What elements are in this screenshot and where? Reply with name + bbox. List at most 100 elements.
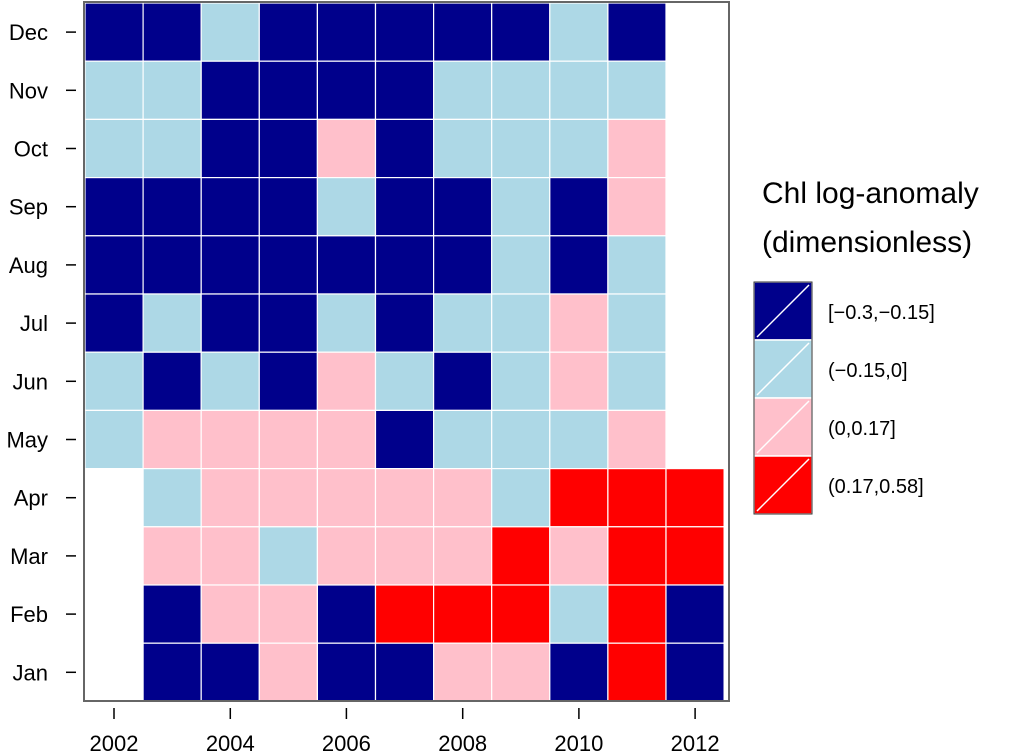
heatmap-cell-oct-2011 — [607, 118, 667, 179]
y-tick-label-oct: Oct — [14, 137, 48, 162]
legend-title-line2: (dimensionless) — [762, 226, 972, 259]
heatmap-cell-feb-2010 — [549, 584, 609, 644]
heatmap-cell-jul-2007 — [374, 293, 435, 353]
heatmap-cell-nov-2002 — [84, 60, 144, 121]
legend-title-line1: Chl log-anomaly — [762, 177, 979, 210]
heatmap-cell-feb-2007 — [374, 584, 435, 644]
heatmap-cell-aug-2002 — [84, 235, 144, 295]
heatmap-cell-may-2004 — [200, 409, 260, 470]
legend-items: [−0.3,−0.15] (−0.15,0] (0,0.17] (0.17,0.58] — [753, 281, 935, 515]
heatmap-cell-dec-2008 — [433, 2, 493, 62]
heatmap-cell-sep-2004 — [200, 177, 260, 237]
heatmap-cell-apr-2006 — [316, 468, 377, 528]
heatmap-cell-oct-2009 — [491, 118, 551, 179]
legend: Chl log-anomaly (dimensionless) [−0.3,−0… — [753, 177, 979, 515]
heatmap-cell-sep-2003 — [142, 177, 202, 237]
heatmap-cell-mar-2005 — [258, 526, 318, 586]
heatmap-cell-nov-2003 — [142, 60, 202, 121]
heatmap-cell-sep-2007 — [374, 177, 435, 237]
heatmap-cell-oct-2004 — [200, 118, 260, 179]
heatmap-cell-jul-2011 — [607, 293, 667, 353]
heatmap-cell-sep-2008 — [433, 177, 493, 237]
heatmap-cell-sep-2009 — [491, 177, 551, 237]
heatmap-cell-may-2010 — [549, 409, 609, 470]
heatmap-cell-apr-2003 — [142, 468, 202, 528]
heatmap-cell-nov-2011 — [607, 60, 667, 121]
heatmap-cell-feb-2009 — [491, 584, 551, 644]
heatmap-cell-mar-2004 — [200, 526, 260, 586]
legend-swatch-diagonal-3 — [756, 400, 810, 454]
plot-frame — [83, 1, 730, 702]
heatmap-cell-jan-2004 — [200, 642, 260, 703]
heatmap-cell-oct-2006 — [316, 118, 377, 179]
heatmap-cell-dec-2010 — [549, 2, 609, 62]
legend-frame — [753, 281, 813, 515]
heatmap-cell-apr-2004 — [200, 468, 260, 528]
heatmap-cells — [84, 2, 725, 703]
heatmap-cell-apr-2008 — [433, 468, 493, 528]
heatmap-cell-jan-2005 — [258, 642, 318, 703]
y-axis: Dec Nov Oct Sep Aug Jul Jun May Apr Mar Feb Jan — [6, 20, 76, 685]
heatmap-cell-sep-2010 — [549, 177, 609, 237]
heatmap-cell-jan-2009 — [491, 642, 551, 703]
heatmap-cell-mar-2003 — [142, 526, 202, 586]
x-tick-label-2004: 2004 — [206, 731, 255, 756]
legend-label-3: (0,0.17] — [828, 418, 896, 440]
heatmap-cell-aug-2006 — [316, 235, 377, 295]
heatmap-cell-aug-2009 — [491, 235, 551, 295]
heatmap-cell-apr-2010 — [549, 468, 609, 528]
x-tick-label-2002: 2002 — [90, 731, 139, 756]
heatmap-cell-aug-2007 — [374, 235, 435, 295]
heatmap-cell-nov-2006 — [316, 60, 377, 121]
heatmap-cell-aug-2004 — [200, 235, 260, 295]
heatmap-cell-aug-2008 — [433, 235, 493, 295]
heatmap-cell-aug-2010 — [549, 235, 609, 295]
heatmap-cell-feb-2011 — [607, 584, 667, 644]
x-tick-label-2012: 2012 — [671, 731, 720, 756]
heatmap-cell-dec-2009 — [491, 2, 551, 62]
heatmap-cell-may-2002 — [84, 409, 144, 470]
heatmap-cell-sep-2005 — [258, 177, 318, 237]
heatmap-cell-nov-2009 — [491, 60, 551, 121]
legend-swatch-diagonal-2 — [756, 342, 810, 396]
legend-label-2: (−0.15,0] — [828, 360, 908, 382]
heatmap-cell-dec-2003 — [142, 2, 202, 62]
heatmap-cell-aug-2003 — [142, 235, 202, 295]
y-tick-label-nov: Nov — [9, 78, 48, 103]
heatmap-cell-dec-2006 — [316, 2, 377, 62]
heatmap-cell-jan-2010 — [549, 642, 609, 703]
heatmap-cell-oct-2010 — [549, 118, 609, 179]
legend-label-1: [−0.3,−0.15] — [828, 302, 935, 324]
heatmap-cell-jun-2002 — [84, 351, 144, 412]
legend-swatch-diagonal-4 — [756, 458, 810, 512]
heatmap-cell-feb-2006 — [316, 584, 377, 644]
heatmap-cell-dec-2004 — [200, 2, 260, 62]
heatmap-cell-aug-2011 — [607, 235, 667, 295]
heatmap-cell-jan-2011 — [607, 642, 667, 703]
heatmap-cell-jul-2009 — [491, 293, 551, 353]
heatmap-cell-dec-2002 — [84, 2, 144, 62]
heatmap-cell-oct-2005 — [258, 118, 318, 179]
x-axis: 2002 2004 2006 2008 2010 2012 — [90, 708, 720, 756]
heatmap-cell-jun-2008 — [433, 351, 493, 412]
heatmap-cell-oct-2008 — [433, 118, 493, 179]
y-tick-label-jan: Jan — [13, 660, 48, 685]
heatmap-cell-nov-2010 — [549, 60, 609, 121]
heatmap-cell-oct-2007 — [374, 118, 435, 179]
heatmap-cell-apr-2005 — [258, 468, 318, 528]
heatmap-cell-sep-2006 — [316, 177, 377, 237]
heatmap-cell-mar-2012 — [665, 526, 725, 586]
heatmap-cell-nov-2004 — [200, 60, 260, 121]
heatmap-cell-sep-2011 — [607, 177, 667, 237]
y-tick-label-mar: Mar — [10, 544, 48, 569]
heatmap-cell-mar-2009 — [491, 526, 551, 586]
heatmap-cell-jun-2005 — [258, 351, 318, 412]
heatmap-cell-jun-2006 — [316, 351, 377, 412]
heatmap-cell-jul-2006 — [316, 293, 377, 353]
y-tick-label-dec: Dec — [9, 20, 48, 45]
heatmap-cell-nov-2007 — [374, 60, 435, 121]
heatmap-cell-jul-2008 — [433, 293, 493, 353]
heatmap-cell-may-2003 — [142, 409, 202, 470]
heatmap-cell-oct-2002 — [84, 118, 144, 179]
y-tick-label-may: May — [6, 428, 48, 453]
